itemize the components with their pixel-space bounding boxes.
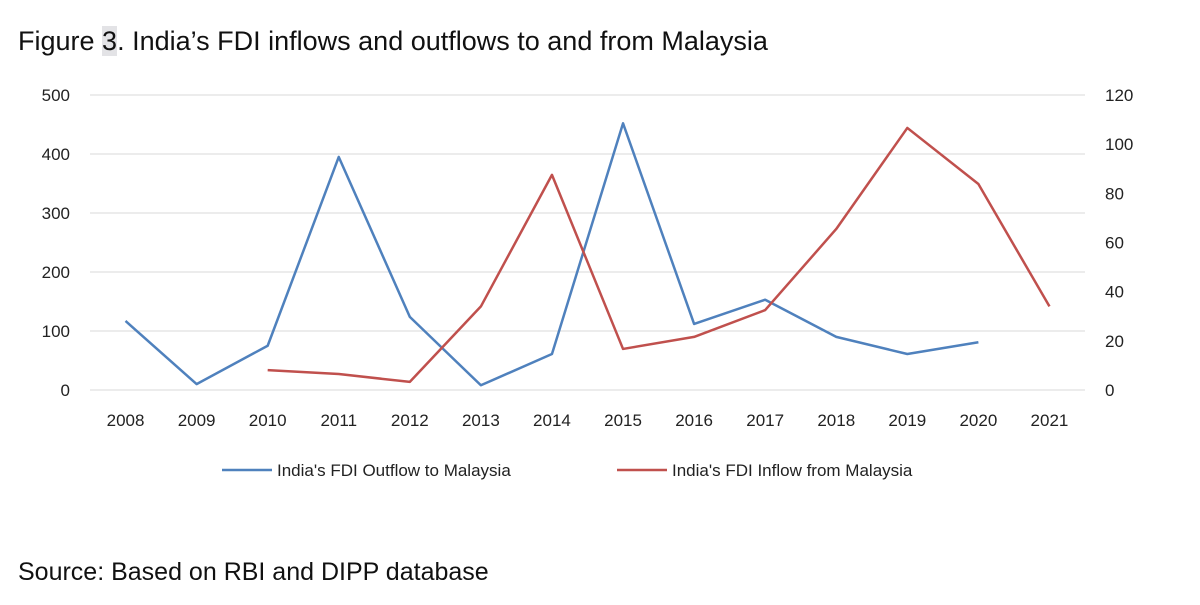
y-right-tick-label: 40: [1105, 283, 1124, 302]
x-tick-label: 2016: [675, 411, 713, 430]
x-tick-label: 2010: [249, 411, 287, 430]
y-left-tick-label: 200: [42, 263, 70, 282]
series-line-2: [267, 126, 1051, 384]
x-tick-label: 2021: [1031, 411, 1069, 430]
y-left-tick-label: 300: [42, 204, 70, 223]
y-left-tick-label: 0: [61, 381, 70, 400]
x-tick-label: 2017: [746, 411, 784, 430]
legend-label-2: India's FDI Inflow from Malaysia: [672, 461, 913, 480]
x-tick-label: 2011: [320, 411, 357, 430]
figure-title: Figure 3. India’s FDI inflows and outflo…: [18, 26, 768, 57]
x-tick-label: 2014: [533, 411, 571, 430]
y-right-tick-label: 0: [1105, 381, 1114, 400]
title-prefix: Figure: [18, 26, 103, 56]
x-tick-label: 2015: [604, 411, 642, 430]
source-note: Source: Based on RBI and DIPP database: [18, 558, 489, 586]
x-tick-label: 2012: [391, 411, 429, 430]
x-tick-label: 2020: [959, 411, 997, 430]
x-tick-label: 2009: [178, 411, 216, 430]
title-rest: . India’s FDI inflows and outflows to an…: [117, 26, 768, 56]
y-right-tick-label: 100: [1105, 135, 1133, 154]
y-right-tick-label: 60: [1105, 234, 1124, 253]
y-left-tick-label: 100: [42, 322, 70, 341]
title-number: 3: [102, 26, 118, 56]
x-tick-label: 2008: [107, 411, 145, 430]
x-tick-label: 2018: [817, 411, 855, 430]
x-tick-label: 2013: [462, 411, 500, 430]
series-line-1: [124, 122, 979, 387]
y-left-tick-label: 400: [42, 145, 70, 164]
y-left-tick-label: 500: [42, 86, 70, 105]
y-right-tick-label: 20: [1105, 332, 1124, 351]
legend-label-1: India's FDI Outflow to Malaysia: [277, 461, 511, 480]
x-tick-label: 2019: [888, 411, 926, 430]
y-right-tick-label: 120: [1105, 86, 1133, 105]
y-right-tick-label: 80: [1105, 184, 1124, 203]
